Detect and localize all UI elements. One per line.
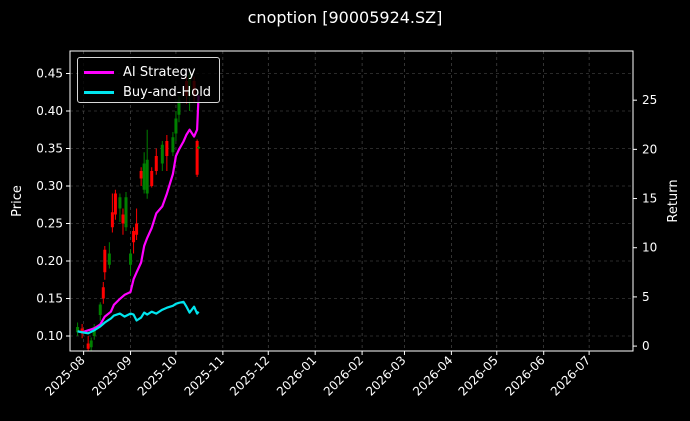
candle-body — [165, 141, 169, 156]
y-tick-label-left: 0.10 — [36, 329, 63, 343]
y-tick-label-right: 10 — [642, 241, 657, 255]
chart-title: cnoption [90005924.SZ] — [247, 8, 443, 27]
candle-body — [135, 223, 139, 235]
candle-body — [124, 197, 128, 228]
candle-body — [139, 171, 143, 179]
y-tick-label-right: 25 — [642, 93, 657, 107]
candle-body — [86, 343, 90, 349]
candle-body — [98, 304, 102, 315]
candle-body — [121, 214, 125, 224]
candle-body — [110, 212, 114, 228]
y-axis-label-right: Return — [666, 179, 681, 222]
return-lines — [77, 95, 200, 335]
candle-body — [174, 118, 178, 134]
y-tick-label-right: 15 — [642, 192, 657, 206]
ai-strategy-line — [77, 95, 200, 334]
candle-body — [132, 231, 136, 243]
candle-body — [171, 137, 175, 153]
y-tick-label-right: 20 — [642, 142, 657, 156]
legend-item-buy-and-hold: Buy-and-Hold — [84, 83, 211, 101]
y-tick-label-left: 0.35 — [36, 142, 63, 156]
y-axis-label-left: Price — [10, 185, 25, 217]
candle-body — [177, 99, 181, 115]
legend: AI Strategy Buy-and-Hold — [77, 57, 220, 103]
candle-body — [145, 159, 149, 194]
y-tick-label-left: 0.20 — [36, 254, 63, 268]
candle-body — [154, 156, 158, 171]
candle-body — [129, 253, 133, 265]
candle-body — [103, 249, 107, 273]
buy-and-hold-line — [77, 300, 200, 335]
y-tick-label-left: 0.40 — [36, 104, 63, 118]
y-tick-label-left: 0.25 — [36, 217, 63, 231]
legend-swatch-ai-strategy — [84, 70, 114, 74]
plot-frame — [69, 50, 634, 352]
candle-body — [76, 327, 80, 333]
legend-item-ai-strategy: AI Strategy — [84, 63, 196, 81]
candle-body — [142, 163, 146, 190]
candle-body — [150, 171, 154, 186]
candle-body — [195, 141, 199, 175]
candle-body — [118, 197, 122, 209]
y-tick-label-right: 0 — [642, 339, 650, 353]
legend-label-ai-strategy: AI Strategy — [123, 64, 196, 80]
candle-body — [107, 253, 111, 265]
candle-body — [101, 287, 105, 299]
y-tick-label-left: 0.30 — [36, 179, 63, 193]
candle-body — [80, 328, 84, 333]
candle-body — [197, 147, 201, 149]
y-tick-label-left: 0.15 — [36, 292, 63, 306]
y-tick-label-right: 5 — [642, 290, 650, 304]
legend-label-buy-and-hold: Buy-and-Hold — [123, 84, 212, 100]
y-tick-label-left: 0.45 — [36, 67, 63, 81]
candle-body — [160, 144, 164, 164]
grid — [70, 51, 633, 351]
legend-swatch-buy-and-hold — [84, 90, 114, 94]
candle-body — [89, 340, 93, 348]
candle-body — [113, 193, 117, 215]
